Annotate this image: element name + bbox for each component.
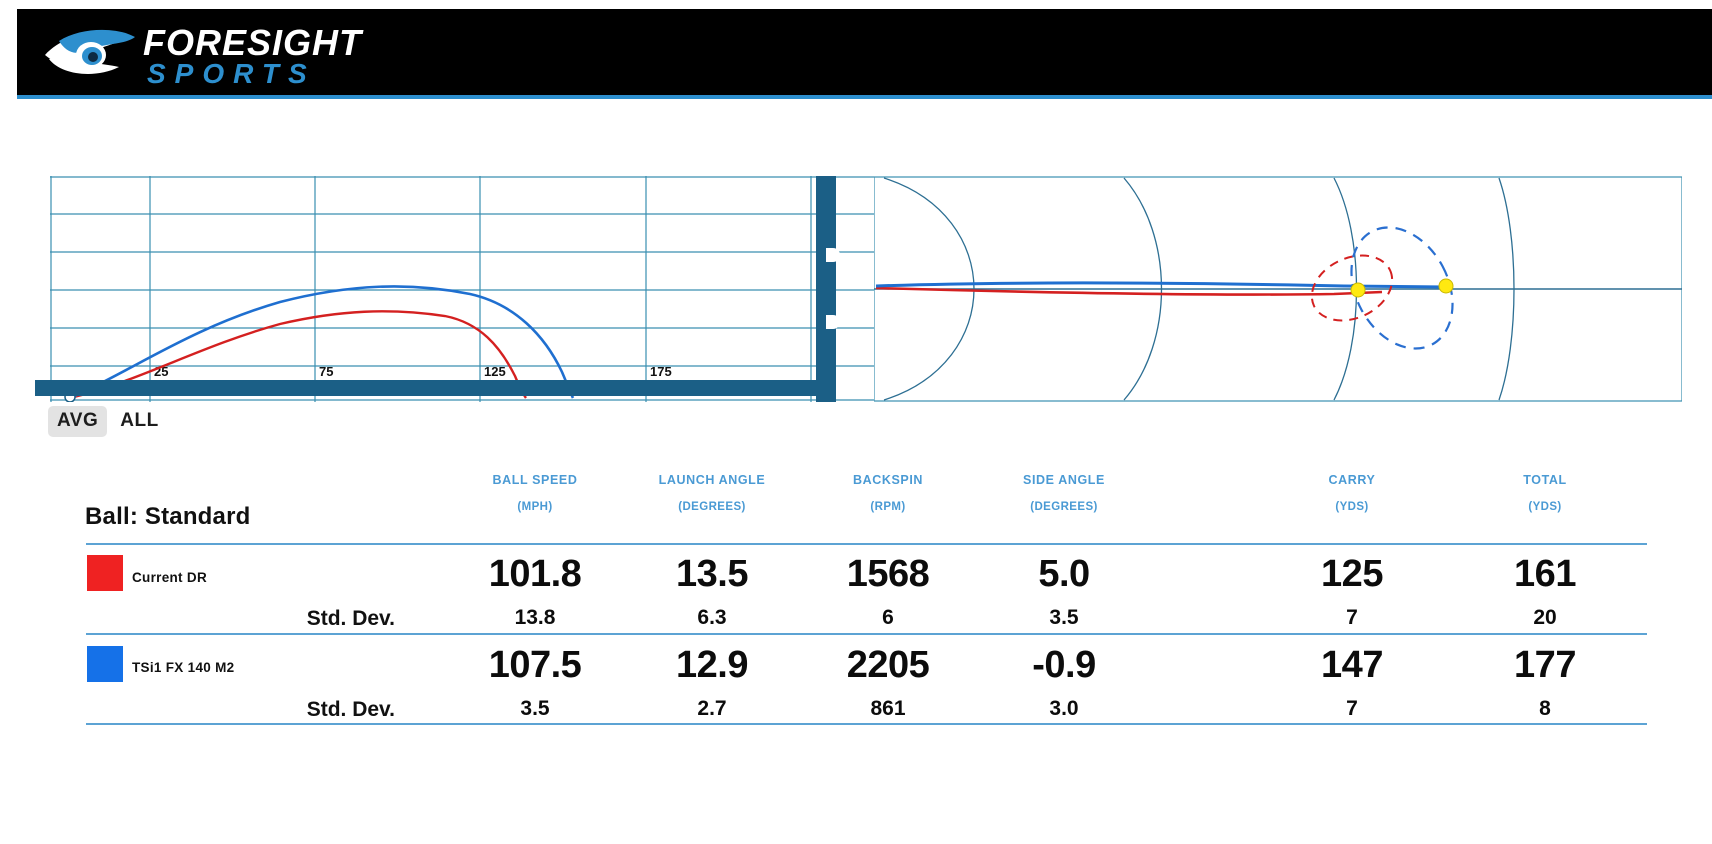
app-header: FORESIGHT SPORTS xyxy=(17,9,1712,95)
dispersion-ellipse-current-dr xyxy=(1310,254,1394,322)
stddev-backspin-row-0: 6 xyxy=(882,606,894,629)
column-unit: (YDS) xyxy=(1528,501,1562,513)
x-tick-175: 175 xyxy=(650,364,672,379)
dispersion-path-current-dr xyxy=(875,286,1383,296)
divider-notch-upper xyxy=(826,248,840,262)
dispersion-path-tsi1 xyxy=(875,281,1447,289)
stddev-side-angle-row-1: 3.0 xyxy=(1049,697,1079,720)
trajectory-side-view-chart[interactable]: 25 75 125 175 xyxy=(50,176,874,402)
stddev-ball-speed-row-1: 3.5 xyxy=(520,697,550,720)
column-unit: (YDS) xyxy=(1335,501,1369,513)
stddev-launch-angle-row-0: 6.3 xyxy=(697,606,727,629)
divider-notch-lower xyxy=(826,315,840,329)
column-header-total: TOTAL (YDS) xyxy=(1485,473,1605,513)
table-rule-bottom xyxy=(86,723,1647,725)
column-header-ball-speed: BALL SPEED (MPH) xyxy=(475,473,595,513)
column-unit: (MPH) xyxy=(517,501,553,513)
stddev-side-angle-row-0: 3.5 xyxy=(1049,606,1079,629)
column-unit: (RPM) xyxy=(870,501,906,513)
stddev-carry-row-1: 7 xyxy=(1346,697,1358,720)
header-accent-underline xyxy=(17,95,1712,99)
column-header-carry: CARRY (YDS) xyxy=(1292,473,1412,513)
brand-wordmark-primary: FORESIGHT xyxy=(143,22,364,63)
std-dev-label-row-0: Std. Dev. xyxy=(306,607,395,630)
stddev-backspin-row-1: 861 xyxy=(870,697,906,720)
column-name: BALL SPEED xyxy=(492,473,578,487)
column-unit: (DEGREES) xyxy=(1030,501,1098,513)
column-name: CARRY xyxy=(1328,473,1376,487)
trajectory-line-current-dr xyxy=(69,310,527,400)
value-side-angle-row-0: 5.0 xyxy=(1038,553,1090,595)
table-rule-middle xyxy=(86,633,1647,635)
trajectory-line-tsi1 xyxy=(69,285,575,400)
column-header-backspin: BACKSPIN (RPM) xyxy=(828,473,948,513)
column-header-launch-angle: LAUNCH ANGLE (DEGREES) xyxy=(652,473,772,513)
table-rule-top xyxy=(86,543,1647,545)
club-name-row-0: Current DR xyxy=(132,570,208,585)
value-carry-row-0: 125 xyxy=(1321,553,1383,595)
brand-wordmark-secondary: SPORTS xyxy=(147,58,316,89)
foresight-sports-logo: FORESIGHT SPORTS xyxy=(45,22,364,89)
dispersion-top-view-chart[interactable] xyxy=(874,176,1682,402)
panel-divider-bar xyxy=(816,176,836,402)
stddev-carry-row-0: 7 xyxy=(1346,606,1358,629)
std-dev-label-row-1: Std. Dev. xyxy=(306,698,395,721)
x-tick-125: 125 xyxy=(484,364,506,379)
x-tick-75: 75 xyxy=(319,364,333,379)
value-backspin-row-0: 1568 xyxy=(846,553,930,595)
shot-visualization-area: 25 75 125 175 xyxy=(50,176,1682,402)
club-color-swatch-row-0 xyxy=(87,555,123,591)
value-launch-angle-row-0: 13.5 xyxy=(676,553,748,595)
column-name: BACKSPIN xyxy=(852,473,924,487)
toggle-avg-button[interactable]: AVG xyxy=(48,406,108,437)
club-color-swatch-row-1 xyxy=(87,646,123,682)
club-name-row-1: TSi1 FX 140 M2 xyxy=(132,660,235,675)
stddev-total-row-1: 8 xyxy=(1539,697,1551,720)
dispersion-ellipse-tsi1 xyxy=(1350,226,1454,350)
stddev-ball-speed-row-0: 13.8 xyxy=(514,606,556,629)
column-name: LAUNCH ANGLE xyxy=(658,473,766,487)
column-name: TOTAL xyxy=(1523,473,1567,487)
value-total-row-0: 161 xyxy=(1514,553,1576,595)
column-unit: (DEGREES) xyxy=(678,501,746,513)
landing-marker-current-dr[interactable] xyxy=(1350,282,1366,298)
stddev-launch-angle-row-1: 2.7 xyxy=(697,697,727,720)
value-carry-row-1: 147 xyxy=(1321,644,1383,686)
value-launch-angle-row-1: 12.9 xyxy=(676,644,748,686)
view-mode-toggle[interactable]: AVG ALL xyxy=(48,406,168,437)
value-ball-speed-row-0: 101.8 xyxy=(488,553,582,595)
value-total-row-1: 177 xyxy=(1514,644,1576,686)
toggle-all-button[interactable]: ALL xyxy=(120,410,159,431)
ground-bar xyxy=(35,380,835,396)
column-name: SIDE ANGLE xyxy=(1023,473,1105,487)
column-header-side-angle: SIDE ANGLE (DEGREES) xyxy=(1004,473,1124,513)
ball-type-label: Ball: Standard xyxy=(85,503,251,530)
landing-marker-tsi1[interactable] xyxy=(1438,278,1454,294)
stddev-total-row-0: 20 xyxy=(1533,606,1557,629)
value-ball-speed-row-1: 107.5 xyxy=(488,644,582,686)
value-backspin-row-1: 2205 xyxy=(846,644,930,686)
value-side-angle-row-1: -0.9 xyxy=(1032,644,1096,686)
